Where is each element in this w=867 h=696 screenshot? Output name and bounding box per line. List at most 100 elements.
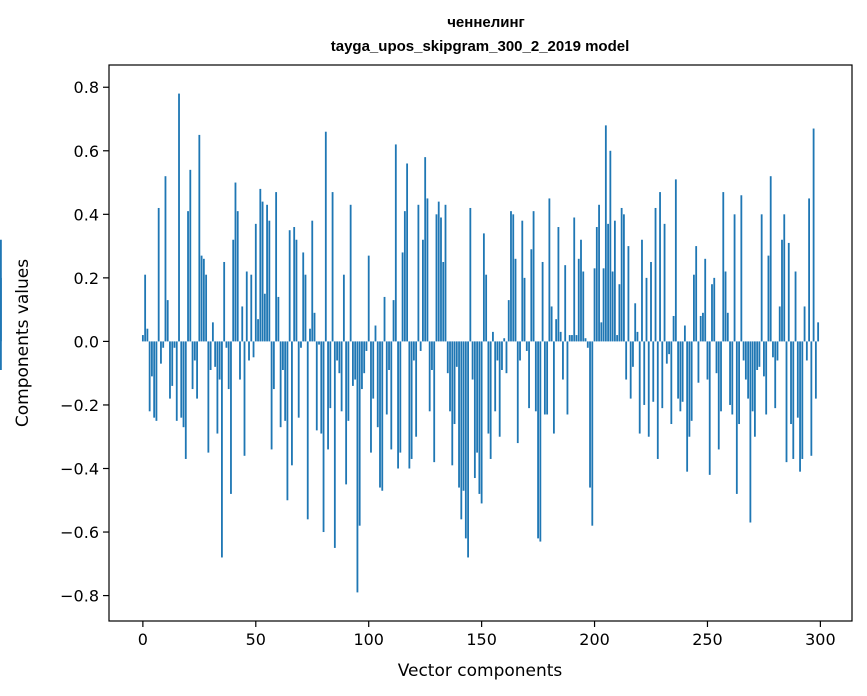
bar-94 — [354, 341, 357, 380]
bar-10 — [164, 176, 167, 342]
bar-undefined — [0, 341, 2, 370]
bar-166 — [516, 341, 519, 444]
bar-179 — [546, 341, 549, 415]
bar-283 — [781, 239, 783, 342]
bar-190 — [571, 335, 573, 342]
bar-196 — [584, 338, 587, 342]
bar-142 — [462, 341, 465, 491]
bar-121 — [415, 341, 418, 437]
bar-8 — [160, 341, 162, 364]
bar-83 — [329, 341, 332, 409]
bar-96 — [358, 341, 361, 526]
bar-150 — [480, 341, 483, 504]
bar-284 — [783, 214, 786, 342]
bar-91 — [347, 341, 350, 421]
bar-145 — [469, 207, 472, 342]
bar-24 — [196, 341, 198, 399]
bar-146 — [471, 341, 474, 380]
bar-282 — [778, 306, 781, 342]
bar-114 — [399, 341, 402, 453]
bar-253 — [713, 277, 716, 342]
bar-249 — [704, 258, 707, 342]
bar-28 — [205, 274, 208, 342]
bar-88 — [340, 341, 343, 412]
bar-92 — [349, 204, 352, 342]
bar-184 — [557, 227, 560, 342]
bar-95 — [356, 341, 359, 593]
bar-268 — [747, 341, 750, 399]
bar-26 — [200, 255, 203, 342]
bar-107 — [383, 296, 386, 342]
bar-233 — [668, 341, 670, 355]
bar-279 — [772, 341, 774, 358]
bar-80 — [322, 341, 325, 533]
bar-132 — [440, 217, 442, 342]
bar-180 — [548, 198, 551, 342]
bar-144 — [467, 341, 469, 558]
bar-237 — [677, 341, 680, 399]
bar-235 — [672, 315, 675, 342]
bar-206 — [607, 223, 609, 342]
bar-152 — [485, 274, 488, 342]
bar-3 — [148, 341, 151, 412]
bar-71 — [302, 252, 305, 342]
bar-212 — [620, 207, 623, 342]
bar-202 — [598, 204, 600, 342]
bar-227 — [654, 207, 657, 342]
bar-106 — [381, 341, 384, 491]
bar-37 — [225, 341, 228, 348]
bar-53 — [261, 201, 264, 342]
bar-217 — [632, 341, 634, 367]
bar-243 — [690, 341, 693, 421]
bar-173 — [532, 211, 535, 342]
bar-9 — [162, 341, 165, 348]
bar-188 — [566, 341, 569, 415]
bar-288 — [792, 341, 795, 459]
y-tick-label: −0.4 — [60, 459, 99, 478]
y-tick-label: 0.0 — [74, 332, 99, 351]
bar-231 — [663, 223, 666, 342]
x-tick-label: 150 — [466, 630, 497, 649]
bar-211 — [618, 284, 621, 342]
bar-29 — [207, 341, 210, 453]
bar-163 — [510, 211, 512, 342]
bar-193 — [577, 258, 580, 342]
bar-35 — [221, 341, 223, 558]
bar-199 — [591, 341, 594, 526]
bar-228 — [656, 341, 659, 459]
bar-40 — [232, 239, 235, 342]
y-tick-label: −0.2 — [60, 396, 99, 415]
bar-245 — [695, 246, 698, 342]
bar-130 — [435, 214, 438, 342]
bar-219 — [636, 331, 639, 342]
bar-111 — [392, 300, 395, 342]
bar-131 — [437, 201, 440, 342]
y-tick-label: 0.6 — [74, 142, 99, 161]
bar-292 — [801, 341, 804, 459]
bar-74 — [309, 328, 311, 342]
bar-0 — [141, 335, 144, 342]
bar-15 — [175, 341, 178, 421]
bar-72 — [304, 274, 307, 342]
x-tick-label: 0 — [138, 630, 148, 649]
bar-102 — [372, 341, 375, 399]
bar-267 — [744, 341, 747, 380]
bar-58 — [272, 341, 275, 390]
bar-187 — [564, 265, 567, 342]
bar-175 — [537, 341, 539, 539]
bar-103 — [374, 325, 377, 342]
bar-23 — [193, 341, 196, 361]
bar-156 — [494, 341, 497, 412]
y-tick-label: 0.4 — [74, 205, 99, 224]
bar-14 — [173, 341, 176, 348]
bar-153 — [487, 341, 490, 434]
bar-47 — [248, 341, 250, 361]
bar-155 — [492, 331, 494, 342]
bar-99 — [365, 341, 368, 351]
bar-295 — [808, 198, 810, 342]
bar-296 — [810, 341, 813, 456]
bar-171 — [528, 341, 530, 409]
x-tick-label: 200 — [579, 630, 610, 649]
bar-27 — [202, 258, 205, 342]
bar-101 — [370, 341, 372, 453]
